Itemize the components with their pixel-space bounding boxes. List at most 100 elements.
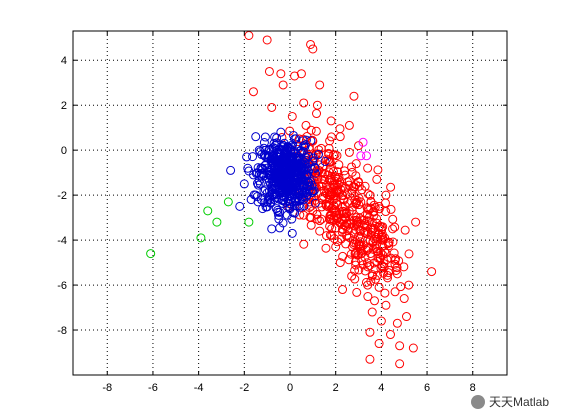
data-point-cloud-red (314, 145, 324, 155)
data-point-series-1 (287, 192, 297, 202)
data-point-cloud-red (351, 248, 361, 258)
data-point-series-1 (271, 204, 281, 214)
data-point-cloud-blue (243, 163, 253, 173)
data-point-cloud-blue (286, 153, 296, 163)
data-point-series-0 (312, 100, 322, 110)
data-point-series-0 (331, 242, 341, 252)
data-point-cloud-red (326, 191, 336, 201)
data-point-cloud-blue (278, 178, 288, 188)
data-point-cloud-red (341, 239, 351, 249)
data-point-cloud-red (322, 231, 332, 241)
data-point-series-2 (244, 217, 254, 227)
data-point-cloud-red (351, 225, 361, 235)
data-point-series-0 (344, 147, 354, 157)
data-point-series-0 (372, 174, 382, 184)
data-point-cloud-blue (272, 133, 282, 143)
x-tick-label: 0 (287, 382, 293, 394)
data-point-cloud-blue (253, 163, 263, 173)
data-point-cloud-blue (313, 150, 323, 160)
x-tick-label: -2 (239, 382, 249, 394)
data-point-series-0 (351, 159, 361, 169)
data-point-cloud-red (338, 194, 348, 204)
data-point-series-2 (212, 217, 222, 227)
data-point-series-0 (358, 260, 368, 270)
data-point-cloud-red (388, 224, 398, 234)
data-point-series-0 (395, 341, 405, 351)
data-point-cloud-red (363, 292, 373, 302)
x-tick-label: -8 (102, 382, 112, 394)
data-point-series-0 (411, 217, 421, 227)
data-point-cloud-red (372, 256, 382, 266)
data-point-cloud-blue (295, 196, 305, 206)
data-point-cloud-blue (277, 142, 287, 152)
data-point-series-0 (363, 280, 373, 290)
data-point-cloud-blue (304, 151, 314, 161)
data-point-cloud-red (377, 225, 387, 235)
data-point-cloud-red (325, 136, 335, 146)
data-point-series-1 (239, 179, 249, 189)
data-point-cloud-blue (281, 188, 291, 198)
data-point-cloud-red (381, 207, 391, 217)
data-point-cloud-red (334, 160, 344, 170)
data-point-cloud-red (363, 262, 373, 272)
data-point-series-0 (338, 224, 348, 234)
data-point-cloud-red (380, 288, 390, 298)
data-point-cloud-red (363, 189, 373, 199)
data-point-cloud-red (363, 244, 373, 254)
data-point-cloud-blue (259, 143, 269, 153)
data-point-cloud-red (364, 212, 374, 222)
data-point-cloud-blue (271, 189, 281, 199)
watermark: 天天Matlab (470, 393, 549, 410)
data-point-cloud-red (324, 149, 334, 159)
data-point-series-1 (287, 228, 297, 238)
data-point-cloud-red (330, 182, 340, 192)
data-point-cloud-red (338, 251, 348, 261)
data-point-series-0 (363, 163, 373, 173)
data-point-series-0 (365, 354, 375, 364)
data-point-series-0 (356, 197, 366, 207)
data-point-series-0 (262, 35, 272, 45)
data-point-series-1 (271, 156, 281, 166)
data-point-cloud-red (365, 190, 375, 200)
data-point-series-0 (349, 91, 359, 101)
data-point-cloud-red (375, 221, 385, 231)
data-point-series-0 (264, 66, 274, 76)
data-point-series-1 (306, 177, 316, 187)
data-point-series-0 (335, 132, 345, 142)
data-point-series-1 (269, 138, 279, 148)
data-point-cloud-red (351, 260, 361, 270)
data-point-series-1 (285, 154, 295, 164)
data-point-cloud-red (330, 176, 340, 186)
data-point-series-0 (401, 312, 411, 322)
data-point-cloud-red (335, 124, 345, 134)
data-point-series-0 (395, 359, 405, 369)
data-point-cloud-red (377, 229, 387, 239)
y-tick-label: 0 (61, 145, 67, 157)
data-point-cloud-red (369, 258, 379, 268)
data-point-cloud-red (299, 146, 309, 156)
data-point-series-1 (246, 195, 256, 205)
data-point-cloud-red (351, 220, 361, 230)
data-point-cloud-red (319, 185, 329, 195)
data-point-series-0 (331, 210, 341, 220)
data-point-series-1 (283, 143, 293, 153)
data-point-cloud-red (366, 230, 376, 240)
data-point-cloud-red (333, 167, 343, 177)
x-tick-label: 2 (333, 382, 339, 394)
data-point-series-1 (226, 165, 236, 175)
data-point-cloud-red (383, 268, 393, 278)
data-point-series-0 (308, 136, 318, 146)
data-point-cloud-blue (282, 201, 292, 211)
data-point-cloud-red (350, 265, 360, 275)
data-point-cloud-red (324, 167, 334, 177)
data-point-series-0 (248, 87, 258, 97)
data-point-cloud-blue (302, 164, 312, 174)
data-point-cloud-red (346, 249, 356, 259)
data-point-series-1 (260, 150, 270, 160)
data-point-series-0 (299, 98, 309, 108)
data-point-cloud-blue (301, 170, 311, 180)
data-point-series-1 (269, 195, 279, 205)
data-point-cloud-red (324, 200, 334, 210)
data-point-series-0 (354, 141, 364, 151)
data-point-series-0 (374, 201, 384, 211)
